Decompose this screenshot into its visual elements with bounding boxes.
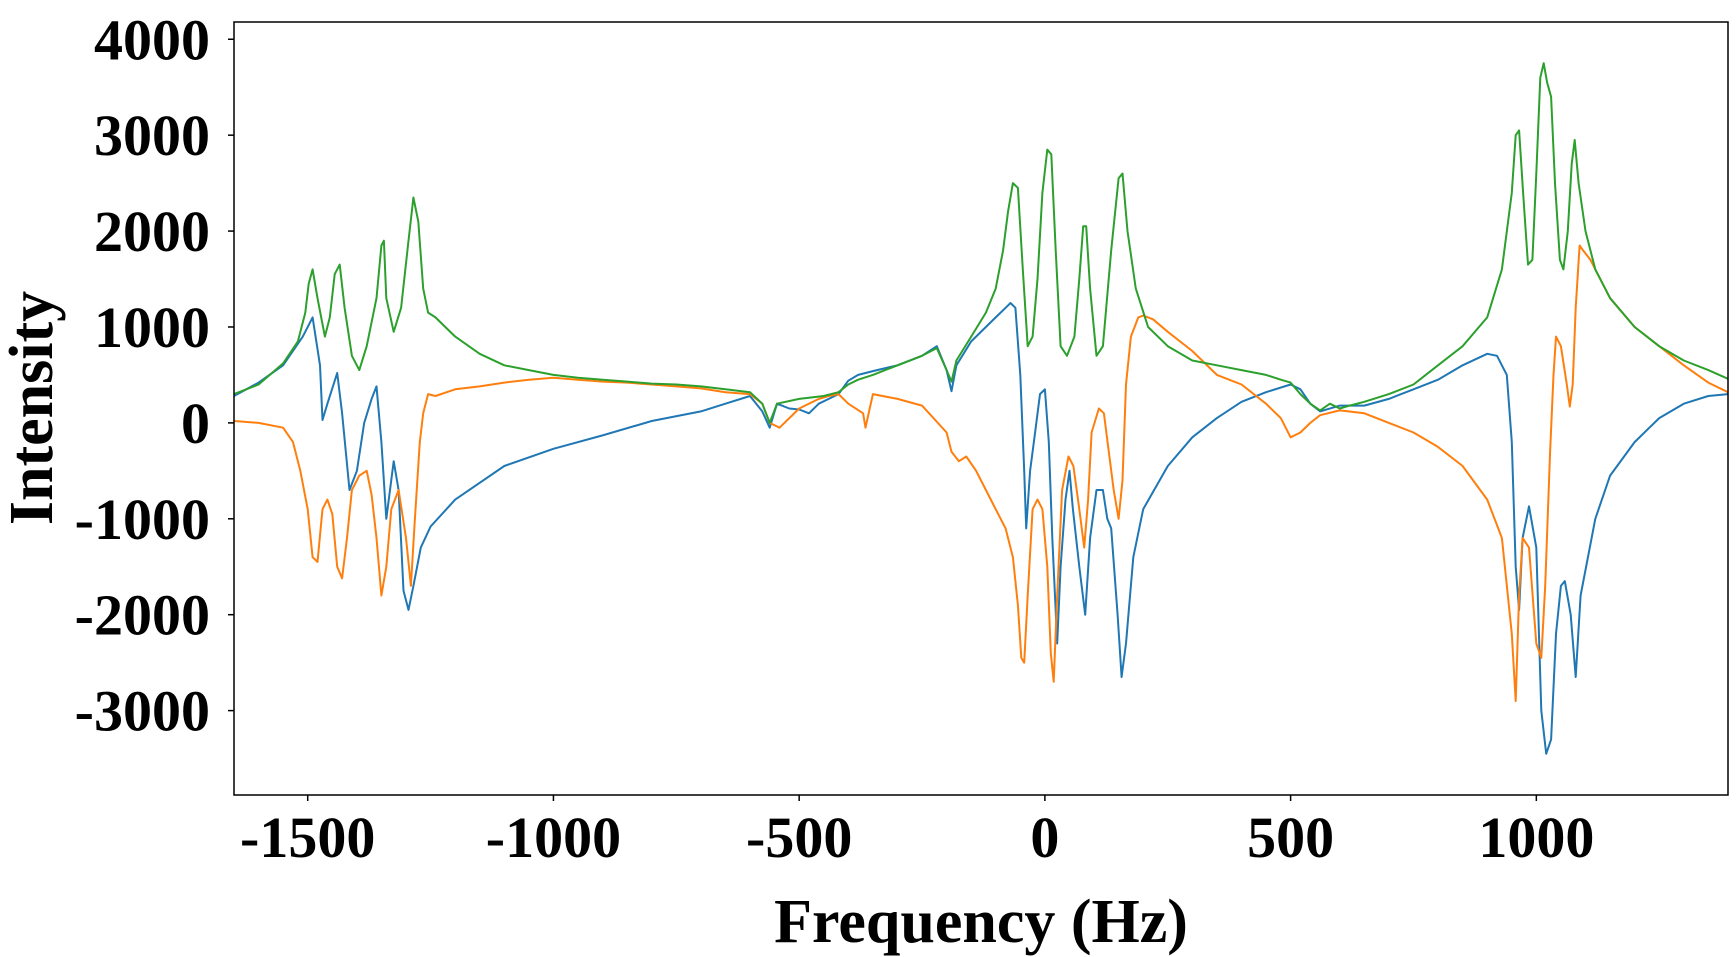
x-tick-label: -1500	[240, 805, 375, 870]
x-tick-label: 500	[1247, 805, 1334, 870]
x-tick-label: -500	[746, 805, 852, 870]
y-tick-label: -3000	[75, 679, 210, 744]
x-tick-label: 1000	[1478, 805, 1594, 870]
series-line-blue	[233, 302, 1729, 755]
series-line-green	[233, 62, 1729, 424]
y-tick-label: 4000	[94, 7, 210, 72]
y-tick-label: 2000	[94, 199, 210, 264]
y-axis: -3000 -2000 -1000 0 1000 2000 3000 4000	[75, 7, 234, 744]
x-axis-title: Frequency (Hz)	[774, 888, 1188, 956]
y-tick-label: -1000	[75, 487, 210, 552]
y-axis-title: Intensity	[0, 291, 66, 525]
y-tick-label: 0	[181, 391, 210, 456]
x-tick-label: -1000	[486, 805, 621, 870]
plot-background	[234, 22, 1728, 795]
series-line-orange	[233, 244, 1729, 702]
y-tick-label: 1000	[94, 295, 210, 360]
plot-frame	[233, 21, 1729, 796]
x-tick-label: 0	[1030, 805, 1059, 870]
y-tick-label: -2000	[75, 583, 210, 648]
series-layer	[233, 62, 1729, 755]
y-tick-label: 3000	[94, 103, 210, 168]
x-axis: -1500 -1000 -500 0 500 1000	[240, 795, 1594, 870]
